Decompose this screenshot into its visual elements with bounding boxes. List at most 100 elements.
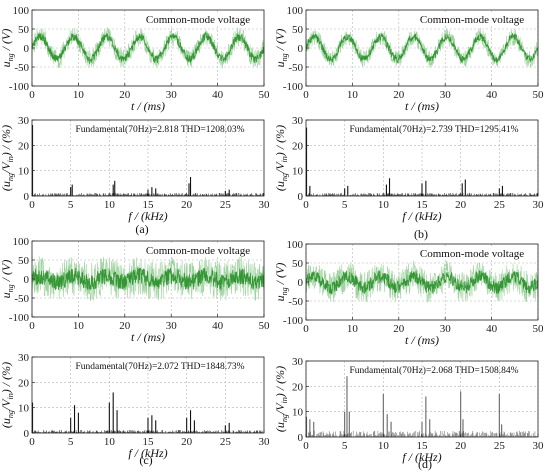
y-axis-label-part: ng bbox=[6, 410, 15, 418]
panel-label-b: (b) bbox=[414, 227, 428, 241]
x-tick-label: 40 bbox=[486, 323, 498, 335]
y-axis-label-part: ng bbox=[6, 53, 15, 61]
x-tick-label: 50 bbox=[533, 89, 545, 101]
y-axis-label-part: /V bbox=[273, 161, 287, 174]
y-axis-label-part: ng bbox=[280, 287, 289, 295]
panel-label-a: (a) bbox=[135, 222, 148, 236]
y-axis-label-part: (u bbox=[0, 418, 13, 428]
chart-title: Common-mode voltage bbox=[146, 14, 250, 26]
x-tick-label: 10 bbox=[104, 436, 116, 448]
y-tick-label: 0 bbox=[298, 277, 304, 289]
y-tick-label: -50 bbox=[288, 296, 303, 308]
x-tick-label: 10 bbox=[73, 320, 85, 332]
x-tick-label: 50 bbox=[259, 89, 271, 101]
y-axis-label-part: in bbox=[6, 393, 15, 399]
y-tick-label: 0 bbox=[24, 274, 30, 286]
y-tick-label: 0 bbox=[298, 191, 304, 203]
voltage-noise-trace bbox=[31, 256, 265, 302]
y-tick-label: -50 bbox=[288, 62, 303, 74]
x-tick-label: 10 bbox=[104, 199, 116, 211]
y-axis-label-part: (u bbox=[273, 181, 287, 191]
x-tick-label: 40 bbox=[486, 89, 498, 101]
x-tick-label: 0 bbox=[29, 320, 35, 332]
y-tick-label: 30 bbox=[292, 356, 304, 368]
x-tick-label: 25 bbox=[494, 440, 506, 452]
voltage-trace bbox=[305, 32, 539, 64]
y-tick-label: 100 bbox=[13, 236, 30, 248]
thd-annotation: Fundamental(70Hz)=2.739 THD=1295.41% bbox=[349, 124, 518, 135]
y-axis-label-part: / (V) bbox=[0, 260, 13, 285]
x-tick-label: 0 bbox=[29, 436, 35, 448]
x-tick-label: 30 bbox=[166, 89, 178, 101]
y-tick-label: -50 bbox=[14, 62, 29, 74]
x-axis-label: f / (kHz) bbox=[128, 209, 167, 223]
y-axis-label-part: /V bbox=[0, 161, 13, 174]
x-tick-label: 40 bbox=[212, 89, 224, 101]
x-tick-label: 5 bbox=[342, 440, 348, 452]
y-axis-label-part: / (V) bbox=[0, 29, 13, 54]
y-tick-label: 10 bbox=[18, 166, 30, 178]
y-tick-label: 50 bbox=[292, 258, 304, 270]
x-tick-label: 10 bbox=[378, 199, 390, 211]
x-tick-label: 5 bbox=[68, 199, 74, 211]
x-axis-label: f / (kHz) bbox=[128, 446, 167, 460]
chart-b-time: 0 10 20 30 40 50 -100 -50 0 50 100 t / (ms) ung / (V… bbox=[273, 5, 544, 113]
y-tick-label: 100 bbox=[287, 5, 304, 17]
y-tick-label: 0 bbox=[24, 191, 30, 203]
y-axis-label-part: ) / (%) bbox=[0, 125, 13, 157]
x-tick-label: 30 bbox=[166, 320, 178, 332]
title-background bbox=[134, 12, 262, 26]
y-tick-label: 0 bbox=[298, 432, 304, 444]
x-tick-label: 0 bbox=[303, 440, 309, 452]
title-background bbox=[408, 246, 536, 260]
y-tick-label: 20 bbox=[18, 377, 30, 389]
x-tick-label: 25 bbox=[220, 199, 232, 211]
voltage-trace bbox=[31, 267, 265, 291]
x-tick-label: 30 bbox=[533, 440, 545, 452]
panel-label-d: (d) bbox=[418, 457, 432, 471]
y-axis-label-part: ng bbox=[6, 284, 15, 292]
y-axis-label-part: (u bbox=[273, 422, 287, 432]
y-axis-label-part: in bbox=[280, 397, 289, 403]
x-tick-label: 0 bbox=[29, 199, 35, 211]
x-tick-label: 30 bbox=[440, 89, 452, 101]
x-tick-label: 20 bbox=[181, 436, 193, 448]
y-tick-label: 30 bbox=[18, 352, 30, 364]
y-tick-label: -100 bbox=[283, 315, 304, 327]
y-axis-label-part: u bbox=[273, 295, 287, 301]
y-axis-label-part: u bbox=[0, 292, 13, 298]
y-axis-label-part: ng bbox=[280, 53, 289, 61]
voltage-noise-trace bbox=[305, 27, 539, 68]
x-tick-label: 20 bbox=[119, 89, 131, 101]
x-tick-label: 20 bbox=[393, 89, 405, 101]
x-tick-label: 15 bbox=[417, 440, 429, 452]
voltage-trace bbox=[305, 270, 539, 295]
x-axis-label: t / (ms) bbox=[405, 333, 439, 347]
y-tick-label: 50 bbox=[18, 255, 30, 267]
chart-b-spectrum: Fundamental(70Hz)=2.739 THD=1295.41% 0 5 10… bbox=[273, 115, 544, 223]
y-axis-label: (ung/Vin) / (%) bbox=[0, 125, 15, 191]
x-tick-label: 20 bbox=[181, 199, 193, 211]
x-tick-label: 15 bbox=[143, 436, 155, 448]
y-tick-label: 20 bbox=[18, 140, 30, 152]
panel-label-c: (c) bbox=[139, 453, 152, 467]
y-axis-label-part: / (V) bbox=[273, 263, 287, 288]
y-tick-label: 10 bbox=[18, 403, 30, 415]
chart-title: Common-mode voltage bbox=[420, 14, 524, 26]
chart-d-time: 0 10 20 30 40 50 -100 -50 0 50 100 t / (ms) ung / (V… bbox=[273, 239, 544, 347]
chart-c-spectrum: Fundamental(70Hz)=2.072 THD=1848.73% 0 5 10… bbox=[0, 352, 270, 460]
x-tick-label: 15 bbox=[417, 199, 429, 211]
x-tick-label: 30 bbox=[533, 199, 545, 211]
x-tick-label: 20 bbox=[455, 440, 467, 452]
x-tick-label: 25 bbox=[494, 199, 506, 211]
y-tick-label: 0 bbox=[298, 43, 304, 55]
title-background bbox=[408, 12, 536, 26]
x-tick-label: 40 bbox=[212, 320, 224, 332]
y-axis-label-part: u bbox=[0, 61, 13, 67]
voltage-noise-trace bbox=[305, 260, 539, 303]
y-tick-label: 30 bbox=[292, 115, 304, 127]
x-tick-label: 20 bbox=[119, 320, 131, 332]
x-axis-label: f / (kHz) bbox=[402, 209, 441, 223]
y-axis-label-part: /V bbox=[273, 402, 287, 415]
